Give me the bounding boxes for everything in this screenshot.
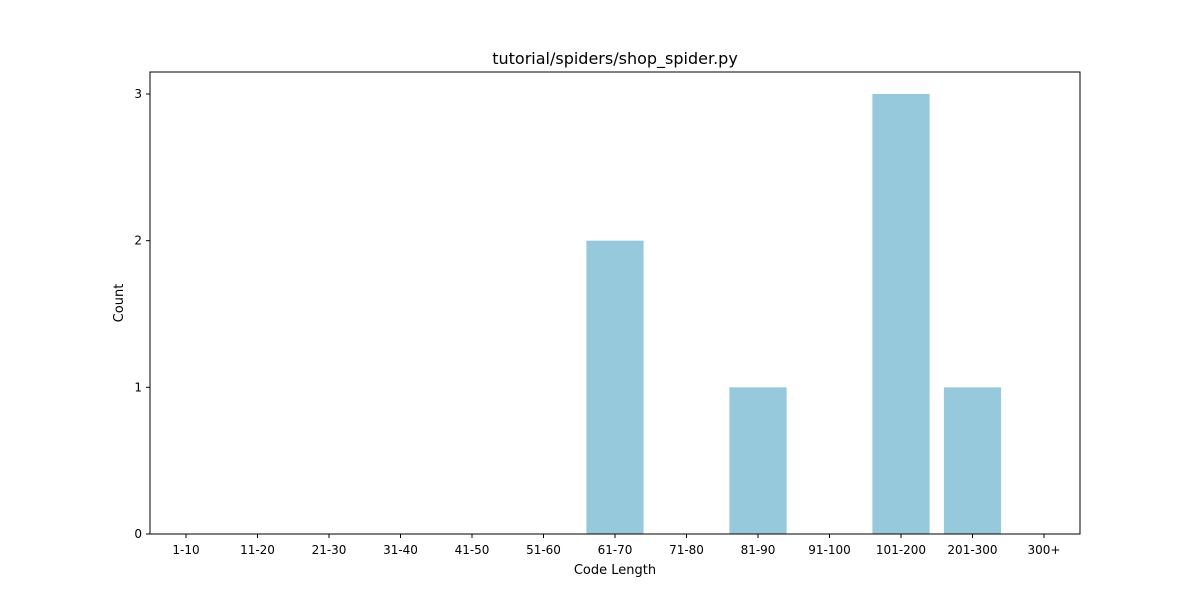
chart-title: tutorial/spiders/shop_spider.py (492, 49, 738, 69)
x-tick-label-300plus: 300+ (1028, 543, 1061, 557)
x-tick-label-101-200: 101-200 (876, 543, 926, 557)
y-axis-label: Count (112, 284, 127, 323)
y-axis-ticks: 0 1 2 3 (134, 87, 150, 541)
bar-61-70 (586, 240, 644, 535)
x-tick-label-51-60: 51-60 (526, 543, 561, 557)
y-tick-label-0: 0 (134, 527, 142, 541)
x-tick-label-71-80: 71-80 (669, 543, 704, 557)
x-tick-label-11-20: 11-20 (240, 543, 275, 557)
x-tick-label-41-50: 41-50 (455, 543, 490, 557)
x-tick-label-61-70: 61-70 (598, 543, 633, 557)
bar-81-90 (729, 387, 787, 534)
bar-201-300 (943, 387, 1002, 534)
x-axis-ticks: 1-10 11-20 21-30 31-40 41-50 51-60 61-70 71-80 8… (172, 534, 1060, 557)
x-tick-label-201-300: 201-300 (947, 543, 997, 557)
bar-101-200 (872, 94, 930, 534)
y-tick-label-3: 3 (134, 87, 142, 101)
x-axis-label: Code Length (574, 563, 656, 578)
x-tick-label-91-100: 91-100 (808, 543, 851, 557)
y-tick-label-2: 2 (134, 234, 142, 248)
bars-layer (586, 94, 1002, 535)
x-tick-label-81-90: 81-90 (741, 543, 776, 557)
y-tick-label-1: 1 (134, 380, 142, 394)
x-tick-label-21-30: 21-30 (312, 543, 347, 557)
x-tick-label-1-10: 1-10 (172, 543, 199, 557)
x-tick-label-31-40: 31-40 (383, 543, 418, 557)
